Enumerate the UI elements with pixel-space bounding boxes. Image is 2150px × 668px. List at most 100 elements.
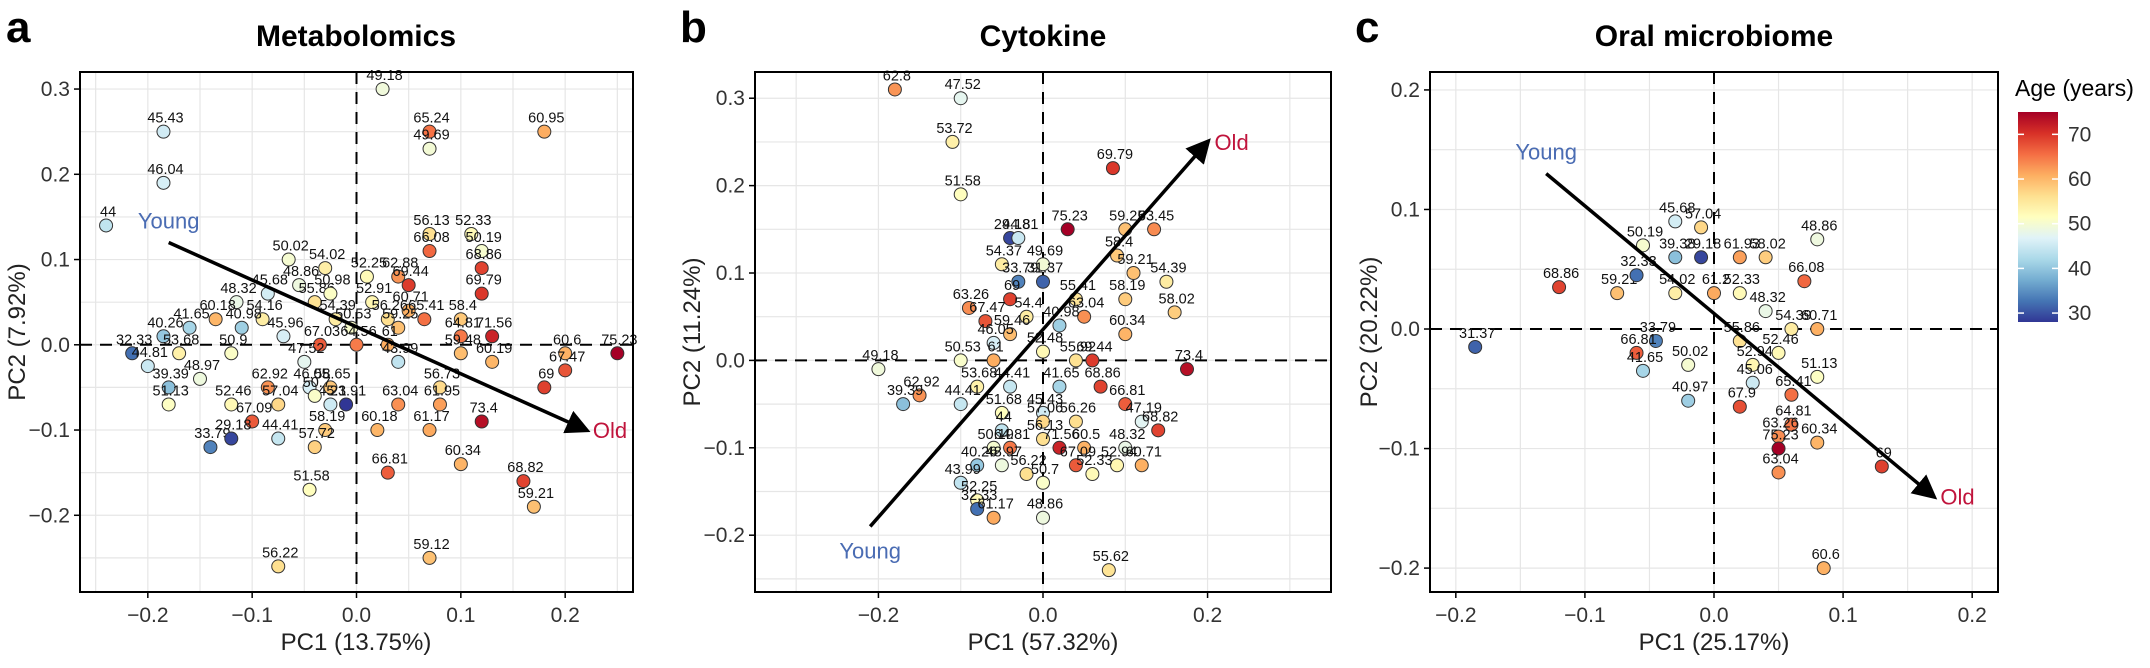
point-age-label: 63.04	[1068, 296, 1104, 312]
data-point	[1784, 417, 1799, 432]
data-point	[485, 329, 500, 344]
data-point	[1147, 222, 1162, 237]
point-age-label: 53.72	[936, 121, 972, 137]
panel-a-ylabel: PC2 (7.92%)	[4, 263, 31, 400]
point-age-label: 66.81	[372, 452, 408, 468]
point-age-label: 29.18	[994, 217, 1030, 233]
point-age-label: 52.25	[351, 256, 387, 272]
legend-tick-label: 40	[2068, 257, 2091, 280]
data-point	[1077, 440, 1092, 455]
x-tick-label: −0.2	[858, 604, 899, 627]
data-point	[1610, 286, 1625, 301]
data-point	[1681, 357, 1696, 372]
data-point	[140, 359, 155, 374]
point-age-label: 67.09	[236, 401, 272, 417]
data-point	[1151, 423, 1166, 438]
point-age-label: 69.44	[1076, 339, 1112, 355]
data-point	[1167, 305, 1182, 320]
point-age-label: 39.39	[153, 366, 189, 382]
data-point	[1636, 238, 1650, 253]
data-point	[871, 362, 886, 377]
y-tick-label: 0.1	[716, 262, 745, 285]
point-age-label: 73.4	[1175, 348, 1203, 364]
point-age-label: 68.86	[1543, 266, 1579, 282]
data-point	[1118, 292, 1133, 307]
x-tick-label: 0.1	[1828, 604, 1857, 627]
point-age-label: 56.13	[1027, 418, 1063, 434]
point-age-label: 54.37	[986, 243, 1022, 259]
point-age-label: 75.23	[1762, 428, 1798, 444]
point-age-label: 29.18	[215, 418, 251, 434]
point-age-label: 67.03	[304, 324, 340, 340]
point-age-label: 64.81	[445, 315, 481, 331]
data-point	[1681, 393, 1696, 408]
point-age-label: 56.13	[413, 213, 449, 229]
data-point	[994, 458, 1009, 473]
data-point	[245, 414, 260, 429]
data-point	[292, 278, 307, 293]
data-point	[1003, 379, 1018, 394]
data-point	[318, 423, 333, 438]
point-age-label: 69	[538, 366, 554, 382]
point-age-label: 48.32	[220, 281, 256, 297]
data-point	[156, 329, 171, 344]
data-point	[986, 335, 1001, 350]
point-age-label: 56.26	[372, 298, 408, 314]
data-point	[912, 388, 927, 403]
data-point	[391, 397, 406, 412]
data-point	[422, 244, 437, 259]
data-point	[1060, 222, 1075, 237]
point-age-label: 45.43	[147, 111, 183, 127]
data-point	[610, 346, 625, 361]
data-point	[474, 261, 489, 276]
point-age-label: 45.68	[1659, 200, 1695, 216]
data-point	[1052, 440, 1067, 455]
legend-tick-label: 50	[2068, 213, 2091, 236]
data-point	[1668, 250, 1683, 265]
data-point	[453, 346, 468, 361]
data-point	[1085, 353, 1100, 368]
legend-tick-label: 60	[2068, 168, 2091, 191]
data-point	[224, 346, 239, 361]
point-age-label: 60.34	[1109, 313, 1145, 329]
point-age-label: 45.06	[1737, 362, 1773, 378]
point-age-label: 52.33	[1076, 453, 1112, 469]
point-age-label: 71.56	[1043, 427, 1079, 443]
point-age-label: 33.79	[194, 426, 230, 442]
y-tick-label: −0.1	[1379, 438, 1420, 461]
data-point	[1011, 274, 1026, 289]
data-point	[953, 397, 968, 412]
point-age-label: 54.39	[1775, 308, 1811, 324]
data-point	[323, 380, 338, 395]
data-point	[380, 312, 395, 327]
y-tick-label: −0.2	[1379, 557, 1420, 580]
point-age-label: 69.79	[466, 273, 502, 289]
point-age-label: 51.58	[945, 173, 981, 189]
point-age-label: 68.82	[507, 460, 543, 476]
data-point	[255, 312, 270, 327]
point-age-label: 67.9	[1728, 386, 1756, 402]
panel-a-frame	[79, 71, 634, 593]
old-label: Old	[593, 418, 627, 443]
data-point	[970, 458, 985, 473]
data-point	[1118, 327, 1133, 342]
point-age-label: 57.04	[1685, 206, 1721, 222]
point-age-label: 47.52	[288, 341, 324, 357]
data-point	[271, 397, 286, 412]
data-point	[986, 353, 1001, 368]
point-age-label: 43.99	[945, 462, 981, 478]
point-age-label: 48.32	[1749, 290, 1785, 306]
legend-ticks: 30 40 50 60 70	[2018, 123, 2091, 325]
point-age-label: 69.44	[393, 264, 429, 280]
age-direction-arrow	[167, 240, 591, 434]
point-age-label: 68.86	[466, 247, 502, 263]
panel-b-xlabel: PC1 (57.32%)	[968, 629, 1119, 656]
point-age-label: 59.21	[518, 486, 554, 502]
data-point	[1810, 322, 1825, 337]
legend-tick-label: 30	[2068, 302, 2091, 325]
data-point	[453, 457, 468, 472]
x-tick-label: 0.0	[1699, 604, 1728, 627]
point-age-label: 49.69	[1027, 243, 1063, 259]
data-point	[1668, 214, 1683, 229]
